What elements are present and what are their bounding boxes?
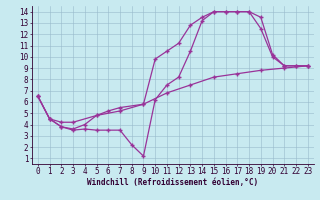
X-axis label: Windchill (Refroidissement éolien,°C): Windchill (Refroidissement éolien,°C) — [87, 178, 258, 187]
